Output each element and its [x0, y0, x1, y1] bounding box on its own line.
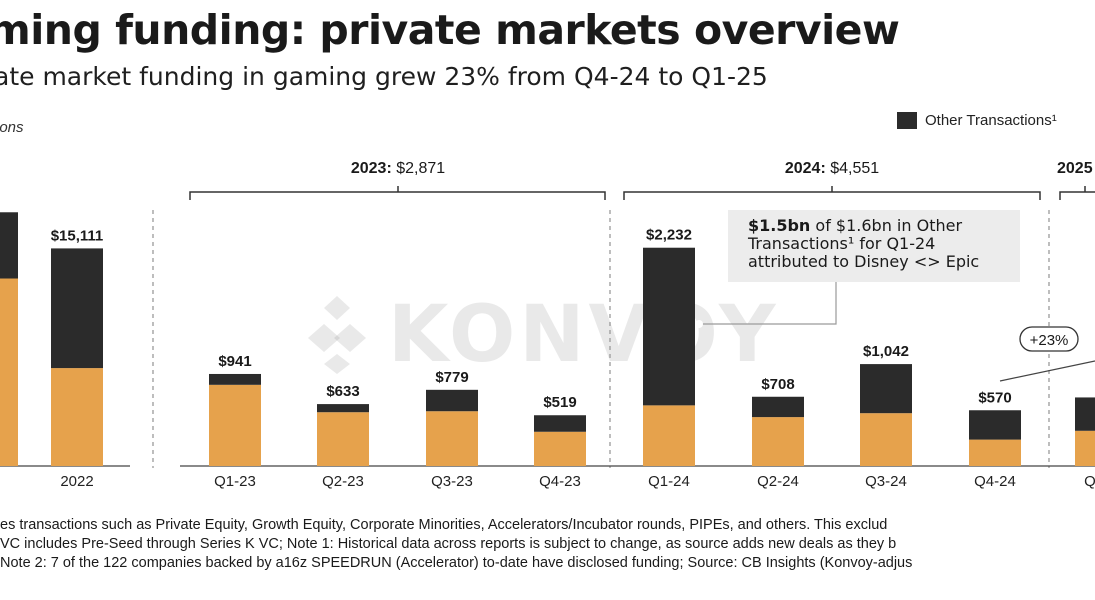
callout-line3: attributed to Disney <> Epic	[748, 252, 980, 271]
bar-other-q4-24	[969, 410, 1021, 440]
bar-total-label-2022: $15,111	[51, 227, 104, 244]
footnote-line-1: es transactions such as Private Equity, …	[0, 517, 888, 533]
legend-swatch-other	[897, 112, 917, 129]
growth-badge-label: +23%	[1030, 332, 1069, 349]
bar-base-2021	[0, 278, 18, 466]
bar-total-label-q2-24: $708	[761, 376, 794, 393]
x-tick-label-q2-24: Q2-24	[757, 473, 799, 490]
legend-label-other: Other Transactions¹	[925, 112, 1057, 129]
x-tick-label-q1-25: Q	[1084, 473, 1095, 490]
footnotes: es transactions such as Private Equity, …	[0, 516, 1095, 573]
bar-base-q2-23	[317, 412, 369, 466]
callout-connector-dot	[695, 320, 703, 328]
bar-other-q3-23	[426, 389, 478, 412]
bracket-group-1	[189, 186, 606, 200]
bar-other-q2-24	[752, 396, 804, 418]
bar-total-label-q2-23: $633	[326, 383, 359, 400]
bar-other-q1-24	[643, 247, 695, 406]
bar-base-q1-25	[1075, 430, 1095, 466]
bar-total-label-q1-23: $941	[218, 353, 251, 370]
x-tick-label-q4-23: Q4-23	[539, 473, 581, 490]
bar-total-label-q3-24: $1,042	[863, 343, 909, 360]
bar-other-2022	[51, 248, 103, 369]
bar-total-label-q4-23: $519	[543, 394, 576, 411]
disney-epic-callout: $1.5bn of $1.6bn in Other Transactions¹ …	[728, 210, 1020, 282]
bracket-group-2	[623, 186, 1041, 200]
callout-bold: $1.5bn	[748, 216, 811, 235]
bar-total-label-q3-23: $779	[435, 369, 468, 386]
chart-subtitle: ate market funding in gaming grew 23% fr…	[0, 62, 768, 91]
bar-base-2022	[51, 368, 103, 466]
bar-base-q1-23	[209, 384, 261, 466]
bar-total-label-q1-24: $2,232	[646, 227, 692, 244]
bar-total-label-q4-24: $570	[978, 389, 1011, 406]
bar-other-2021	[0, 212, 18, 279]
bar-base-q3-23	[426, 411, 478, 466]
x-tick-label-2022: 2022	[60, 473, 93, 490]
bar-base-q2-24	[752, 417, 804, 466]
legend: Other Transactions¹	[897, 112, 1057, 129]
group-label-1: 2023: $2,871	[351, 160, 445, 177]
footnote-line-3: Note 2: 7 of the 122 companies backed by…	[0, 555, 913, 571]
callout-connector	[699, 282, 837, 325]
footnote-line-2: VC includes Pre-Seed through Series K VC…	[0, 536, 897, 552]
callout-line1: of $1.6bn in Other	[810, 216, 963, 235]
bar-base-q4-24	[969, 439, 1021, 466]
x-tick-label-q4-24: Q4-24	[974, 473, 1016, 490]
growth-badge	[1019, 326, 1079, 352]
chart-title: ming funding: private markets overview	[0, 6, 900, 54]
bar-other-q1-23	[209, 373, 261, 385]
growth-arrow-line	[999, 360, 1095, 382]
group-label-2: 2024: $4,551	[785, 160, 879, 177]
konvoy-logo-icon	[308, 296, 366, 374]
bracket-group-3	[1059, 186, 1095, 200]
bar-base-q3-24	[860, 413, 912, 466]
x-tick-label-q1-23: Q1-23	[214, 473, 256, 490]
units-label: ions	[0, 119, 24, 136]
bar-other-q2-23	[317, 404, 369, 413]
x-tick-label-q3-24: Q3-24	[865, 473, 907, 490]
watermark-text: KONVOY	[388, 290, 780, 380]
x-tick-label-q1-24: Q1-24	[648, 473, 690, 490]
x-tick-label-q2-23: Q2-23	[322, 473, 364, 490]
x-tick-label-q3-23: Q3-23	[431, 473, 473, 490]
konvoy-watermark: KONVOY	[300, 290, 780, 380]
bar-base-q4-23	[534, 431, 586, 466]
callout-line2: Transactions¹ for Q1-24	[748, 234, 936, 253]
bar-other-q4-23	[534, 415, 586, 432]
bar-other-q3-24	[860, 364, 912, 414]
bar-other-q1-25	[1075, 397, 1095, 431]
bar-base-q1-24	[643, 405, 695, 466]
group-label-3: 2025	[1057, 160, 1093, 177]
